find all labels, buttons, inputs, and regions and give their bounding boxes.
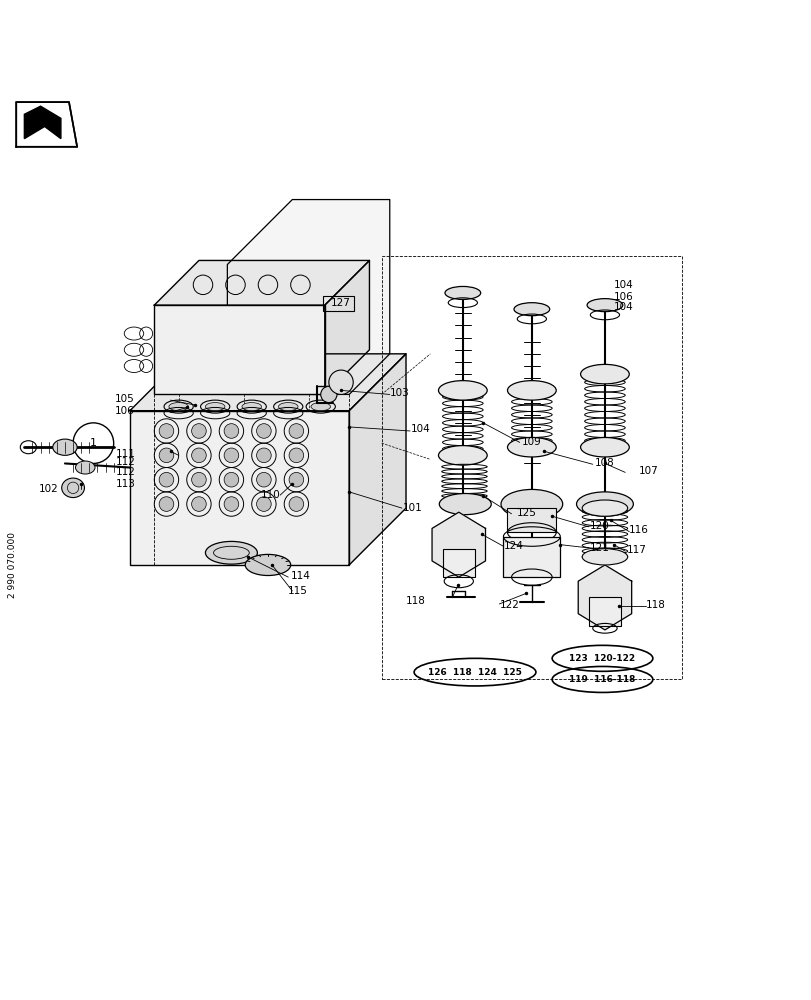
- Circle shape: [224, 497, 238, 511]
- Text: 118: 118: [406, 596, 425, 606]
- Bar: [130, 411, 349, 565]
- Circle shape: [191, 424, 206, 438]
- Ellipse shape: [438, 446, 487, 465]
- Circle shape: [159, 497, 174, 511]
- Circle shape: [191, 497, 206, 511]
- Text: 106: 106: [115, 406, 135, 416]
- Text: 110: 110: [261, 490, 281, 500]
- Text: 121: 121: [589, 543, 608, 553]
- Text: 113: 113: [116, 479, 135, 489]
- Circle shape: [159, 424, 174, 438]
- Circle shape: [224, 448, 238, 463]
- Polygon shape: [324, 260, 369, 394]
- Polygon shape: [130, 354, 405, 411]
- Bar: [381, 256, 681, 679]
- Ellipse shape: [513, 303, 549, 316]
- Text: 114: 114: [290, 571, 310, 581]
- Circle shape: [256, 472, 271, 487]
- Text: 106: 106: [613, 292, 633, 302]
- Text: 111: 111: [116, 449, 135, 459]
- Ellipse shape: [205, 403, 225, 411]
- Ellipse shape: [500, 489, 562, 519]
- Text: 118: 118: [645, 600, 664, 610]
- Circle shape: [256, 424, 271, 438]
- Text: 107: 107: [638, 466, 658, 476]
- Ellipse shape: [580, 364, 629, 384]
- Ellipse shape: [581, 549, 627, 565]
- Text: 104: 104: [613, 280, 633, 290]
- Ellipse shape: [581, 500, 627, 516]
- Ellipse shape: [62, 478, 84, 498]
- Polygon shape: [349, 354, 406, 565]
- Bar: [588, 597, 620, 626]
- Text: 102: 102: [39, 484, 58, 494]
- Text: 108: 108: [594, 458, 613, 468]
- Circle shape: [159, 448, 174, 463]
- Circle shape: [289, 424, 303, 438]
- Ellipse shape: [439, 494, 491, 515]
- Circle shape: [289, 497, 303, 511]
- Ellipse shape: [205, 541, 257, 564]
- Text: 120: 120: [589, 521, 608, 531]
- Circle shape: [191, 472, 206, 487]
- Circle shape: [328, 370, 353, 394]
- Circle shape: [224, 472, 238, 487]
- Ellipse shape: [580, 437, 629, 457]
- Ellipse shape: [586, 299, 622, 312]
- Text: 2 990 070.000: 2 990 070.000: [7, 532, 17, 598]
- Bar: [154, 305, 324, 394]
- Ellipse shape: [242, 403, 261, 411]
- Text: 126  118  124  125: 126 118 124 125: [427, 668, 521, 677]
- Ellipse shape: [507, 437, 556, 457]
- Bar: [442, 549, 474, 577]
- Polygon shape: [227, 200, 389, 394]
- Text: 109: 109: [521, 437, 541, 447]
- Text: 112: 112: [116, 467, 135, 477]
- Text: 104: 104: [410, 424, 430, 434]
- Text: 122: 122: [500, 600, 519, 610]
- Text: 112: 112: [116, 457, 135, 467]
- Text: 127: 127: [330, 298, 350, 308]
- Polygon shape: [24, 106, 61, 139]
- Polygon shape: [16, 102, 77, 147]
- Text: 1: 1: [90, 438, 97, 448]
- Circle shape: [289, 472, 303, 487]
- Ellipse shape: [75, 461, 95, 474]
- Ellipse shape: [320, 386, 337, 403]
- Text: 125: 125: [516, 508, 535, 518]
- Text: 117: 117: [626, 545, 646, 555]
- Ellipse shape: [53, 439, 77, 455]
- Ellipse shape: [311, 403, 330, 411]
- Ellipse shape: [444, 286, 480, 299]
- Circle shape: [256, 497, 271, 511]
- Text: 115: 115: [288, 586, 307, 596]
- Text: 116: 116: [629, 525, 648, 535]
- Text: 101: 101: [402, 503, 422, 513]
- Polygon shape: [577, 565, 631, 630]
- Polygon shape: [431, 512, 485, 577]
- Text: 123  120-122: 123 120-122: [569, 654, 635, 663]
- Ellipse shape: [507, 381, 556, 400]
- Circle shape: [159, 472, 174, 487]
- Ellipse shape: [278, 403, 298, 411]
- Circle shape: [256, 448, 271, 463]
- Bar: [507, 508, 556, 532]
- Circle shape: [289, 448, 303, 463]
- Circle shape: [224, 424, 238, 438]
- Polygon shape: [154, 260, 369, 305]
- Ellipse shape: [576, 492, 633, 516]
- Ellipse shape: [169, 403, 188, 411]
- Text: 124: 124: [503, 541, 522, 551]
- Text: 104: 104: [613, 302, 633, 312]
- Bar: [503, 537, 560, 577]
- Text: 103: 103: [389, 388, 409, 398]
- Ellipse shape: [245, 554, 290, 576]
- Bar: [323, 296, 354, 311]
- Ellipse shape: [438, 381, 487, 400]
- Circle shape: [191, 448, 206, 463]
- Text: 105: 105: [115, 393, 135, 403]
- Text: 119  116-118: 119 116-118: [569, 675, 635, 684]
